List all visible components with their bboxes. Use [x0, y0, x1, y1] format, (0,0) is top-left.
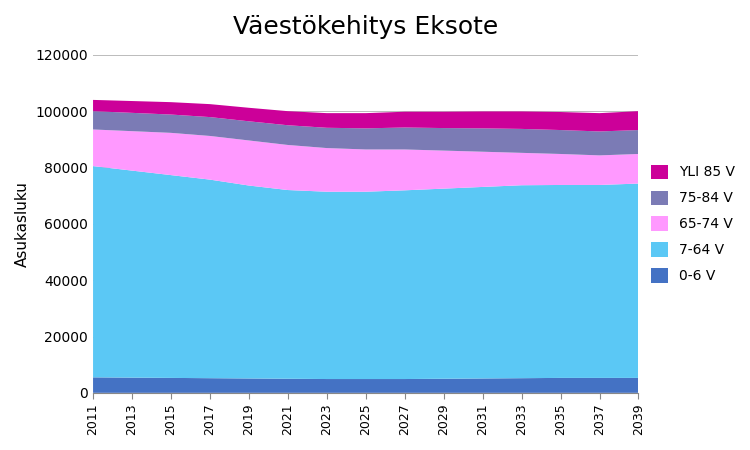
Legend: YLI 85 V, 75-84 V, 65-74 V, 7-64 V, 0-6 V: YLI 85 V, 75-84 V, 65-74 V, 7-64 V, 0-6 …: [651, 165, 735, 283]
Title: Väestökehitys Eksote: Väestökehitys Eksote: [233, 15, 499, 39]
Y-axis label: Asukasluku: Asukasluku: [15, 181, 30, 267]
